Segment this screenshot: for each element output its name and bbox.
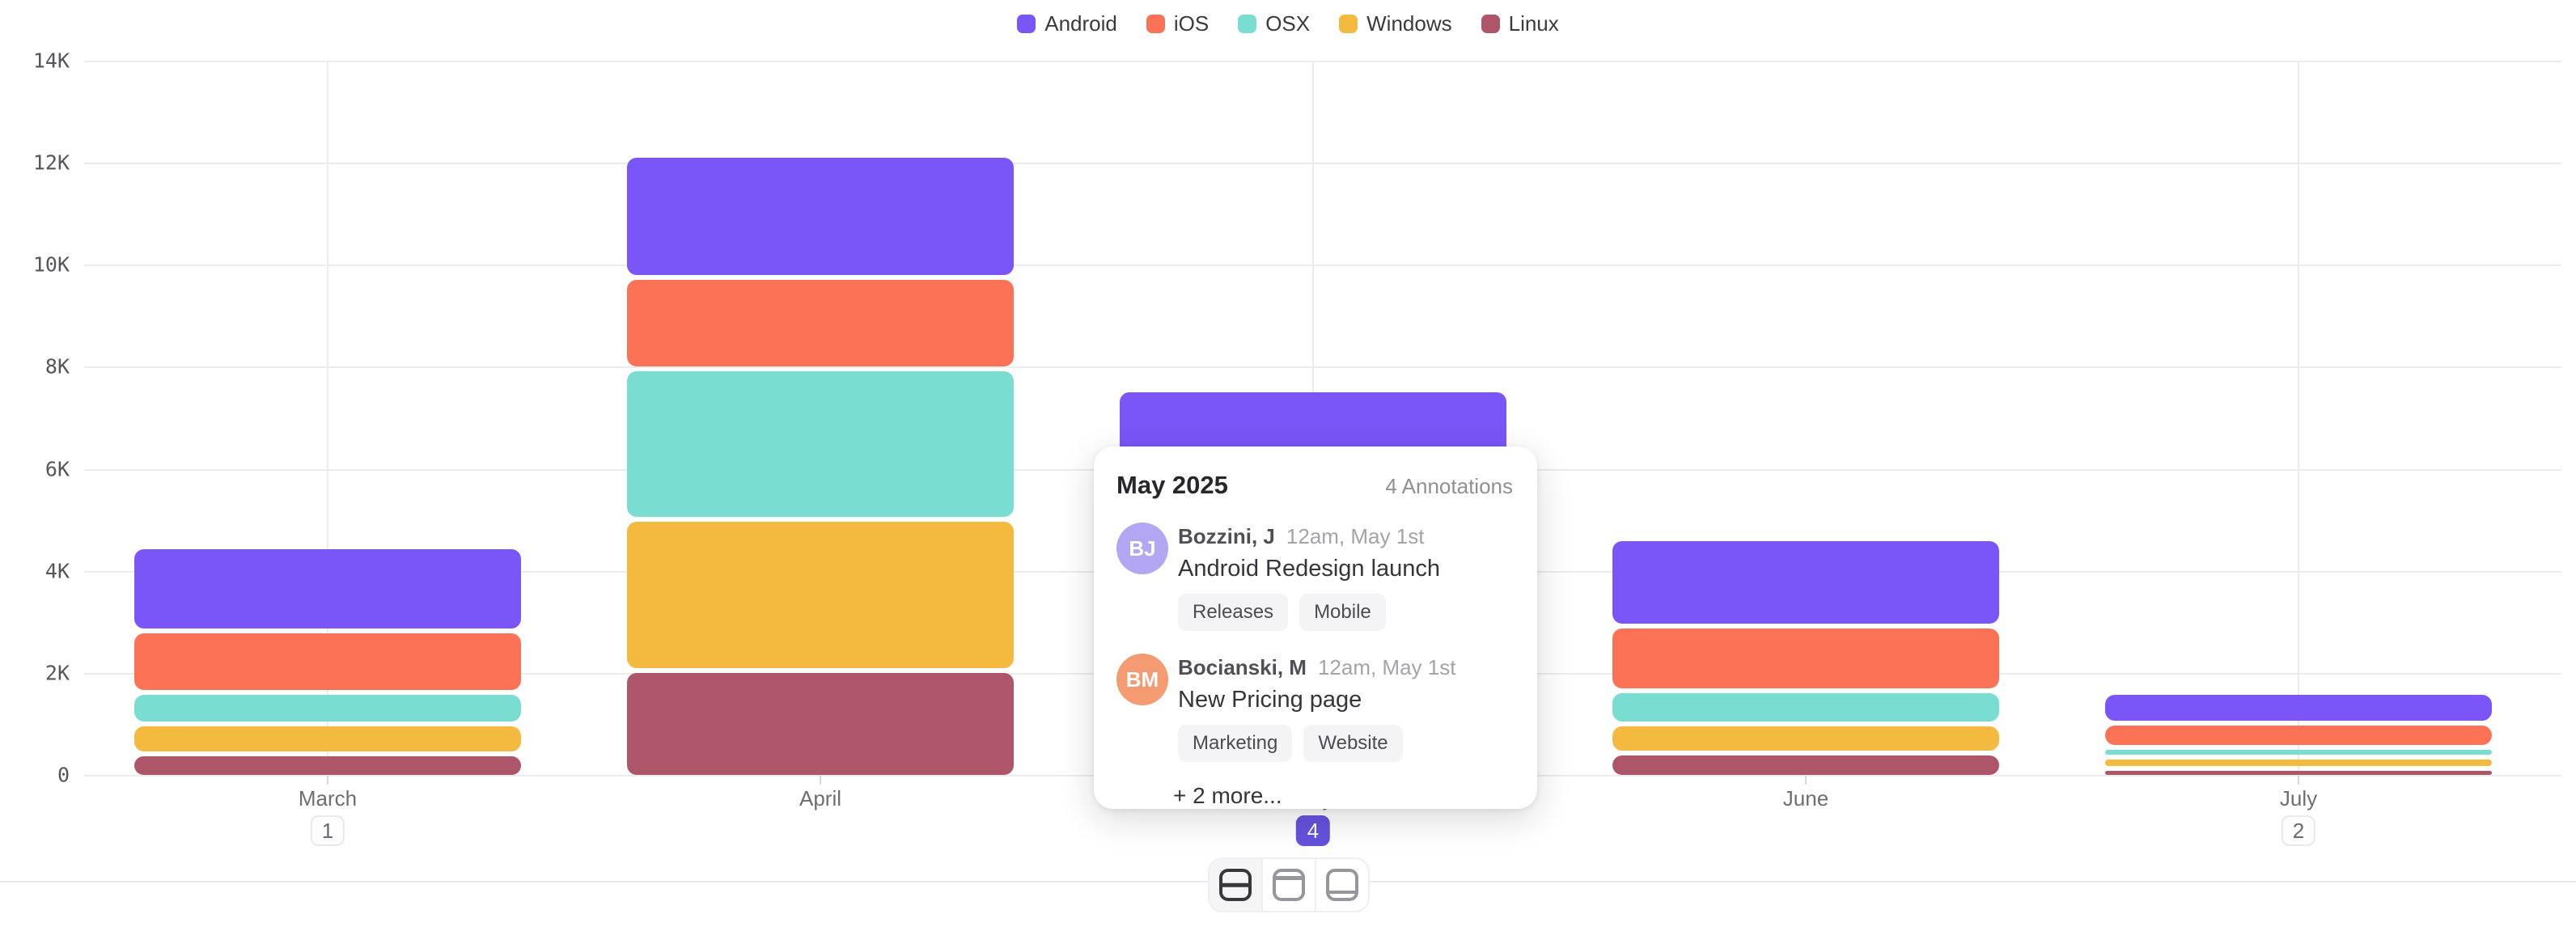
bar-segment-android-april[interactable] bbox=[627, 157, 1014, 275]
annotation-text: Android Redesign launch bbox=[1178, 556, 1441, 582]
tooltip-title: May 2025 bbox=[1116, 471, 1228, 499]
annotation-body: Bocianski, M 12am, May 1st New Pricing pag… bbox=[1178, 654, 1513, 762]
annotation-list: BJ Bozzini, J 12am, May 1st Android Redesig… bbox=[1116, 523, 1513, 762]
month-label-april: April bbox=[799, 786, 841, 810]
split-middle-icon bbox=[1219, 869, 1252, 901]
legend-item-osx[interactable]: OSX bbox=[1238, 11, 1310, 36]
annotations-tooltip: May 2025 4 Annotations BJ Bozzini, J 12am,… bbox=[1094, 446, 1537, 809]
gridline-vertical bbox=[327, 61, 328, 775]
header-top-icon bbox=[1273, 869, 1305, 901]
bar-segment-windows-july[interactable] bbox=[2105, 759, 2492, 766]
bar-segment-windows-june[interactable] bbox=[1612, 726, 1999, 751]
x-axis-tick bbox=[820, 776, 821, 785]
annotation-item: BM Bocianski, M 12am, May 1st New Pricing p… bbox=[1116, 654, 1513, 762]
month-label-march: March bbox=[298, 786, 358, 810]
y-axis-tick-label: 12K bbox=[32, 150, 70, 175]
annotation-meta: Bozzini, J 12am, May 1st bbox=[1178, 524, 1513, 549]
y-axis-tick-label: 0 bbox=[57, 763, 70, 787]
tooltip-header: May 2025 4 Annotations bbox=[1116, 471, 1513, 500]
tag-mobile: Mobile bbox=[1299, 594, 1386, 631]
annotation-author: Bozzini, J bbox=[1178, 524, 1275, 548]
bar-segment-ios-april[interactable] bbox=[627, 279, 1014, 367]
x-axis-tick bbox=[327, 776, 328, 785]
bar-segment-linux-april[interactable] bbox=[627, 672, 1014, 775]
legend-swatch-icon bbox=[1238, 15, 1257, 33]
tooltip-annotation-count: 4 Annotations bbox=[1385, 474, 1513, 498]
annotation-count-badge-may[interactable]: 4 bbox=[1295, 815, 1331, 846]
legend-swatch-icon bbox=[1339, 15, 1358, 33]
annotation-tags: Releases Mobile bbox=[1178, 594, 1513, 631]
legend: Android iOS OSX Windows Linux bbox=[0, 11, 2576, 36]
bar-segment-ios-march[interactable] bbox=[134, 633, 521, 690]
legend-item-ios[interactable]: iOS bbox=[1146, 11, 1209, 36]
view-switcher-footer-bottom-button[interactable] bbox=[1315, 859, 1368, 911]
bar-segment-linux-march[interactable] bbox=[134, 755, 521, 775]
tag-marketing: Marketing bbox=[1178, 725, 1293, 762]
bar-segment-android-june[interactable] bbox=[1612, 541, 1999, 624]
gridline-horizontal bbox=[84, 366, 2561, 369]
bar-segment-android-july[interactable] bbox=[2105, 695, 2492, 722]
legend-swatch-icon bbox=[1481, 15, 1500, 33]
bar-segment-linux-june[interactable] bbox=[1612, 755, 1999, 775]
annotation-tags: Marketing Website bbox=[1178, 725, 1513, 762]
bar-segment-windows-april[interactable] bbox=[627, 522, 1014, 668]
annotation-text: New Pricing page bbox=[1178, 687, 1362, 713]
avatar: BJ bbox=[1116, 523, 1168, 574]
annotation-author: Bocianski, M bbox=[1178, 655, 1307, 679]
legend-label: Windows bbox=[1366, 11, 1452, 36]
legend-label: iOS bbox=[1173, 11, 1210, 36]
bar-segment-osx-july[interactable] bbox=[2105, 749, 2492, 755]
bar-segment-osx-june[interactable] bbox=[1612, 693, 1999, 722]
gridline-horizontal bbox=[84, 61, 2561, 63]
show-more-annotations-link[interactable]: + 2 more... bbox=[1173, 783, 1282, 808]
view-switcher-split-middle-button[interactable] bbox=[1210, 859, 1261, 911]
legend-swatch-icon bbox=[1146, 15, 1165, 33]
y-axis-tick-label: 14K bbox=[32, 49, 70, 73]
bar-segment-ios-july[interactable] bbox=[2105, 726, 2492, 745]
footer-bottom-icon bbox=[1326, 869, 1358, 901]
y-axis-tick-label: 6K bbox=[44, 457, 70, 481]
legend-label: OSX bbox=[1265, 11, 1311, 36]
bar-segment-android-march[interactable] bbox=[134, 548, 521, 628]
tag-releases: Releases bbox=[1178, 594, 1289, 631]
legend-item-windows[interactable]: Windows bbox=[1339, 11, 1452, 36]
x-axis-tick bbox=[2298, 776, 2299, 785]
annotation-timestamp: 12am, May 1st bbox=[1317, 655, 1456, 679]
annotation-count-badge-july[interactable]: 2 bbox=[2281, 815, 2316, 846]
bar-segment-windows-march[interactable] bbox=[134, 726, 521, 751]
bar-segment-ios-june[interactable] bbox=[1612, 628, 1999, 689]
y-axis-tick-label: 10K bbox=[32, 252, 70, 277]
bar-segment-linux-july[interactable] bbox=[2105, 770, 2492, 775]
gridline-horizontal bbox=[84, 265, 2561, 267]
legend-swatch-icon bbox=[1017, 15, 1036, 33]
annotation-count-badge-march[interactable]: 1 bbox=[310, 815, 345, 846]
bar-segment-osx-april[interactable] bbox=[627, 371, 1014, 518]
legend-label: Linux bbox=[1508, 11, 1559, 36]
annotation-item: BJ Bozzini, J 12am, May 1st Android Redesig… bbox=[1116, 523, 1513, 631]
month-label-june: June bbox=[1782, 786, 1829, 810]
legend-item-linux[interactable]: Linux bbox=[1481, 11, 1559, 36]
gridline-horizontal bbox=[84, 163, 2561, 165]
annotation-meta: Bocianski, M 12am, May 1st bbox=[1178, 655, 1513, 680]
view-switcher bbox=[1208, 857, 1370, 912]
x-axis-tick bbox=[1805, 776, 1807, 785]
y-axis-tick-label: 4K bbox=[44, 559, 70, 583]
gridline-vertical bbox=[2298, 61, 2299, 775]
legend-item-android[interactable]: Android bbox=[1017, 11, 1117, 36]
y-axis-tick-label: 8K bbox=[44, 354, 70, 379]
tag-website: Website bbox=[1303, 725, 1403, 762]
y-axis-tick-label: 2K bbox=[44, 661, 70, 685]
month-label-july: July bbox=[2279, 786, 2318, 810]
legend-label: Android bbox=[1044, 11, 1117, 36]
view-switcher-header-top-button[interactable] bbox=[1261, 859, 1315, 911]
annotation-timestamp: 12am, May 1st bbox=[1286, 524, 1425, 548]
avatar: BM bbox=[1116, 654, 1168, 705]
bar-segment-osx-march[interactable] bbox=[134, 694, 521, 722]
annotation-body: Bozzini, J 12am, May 1st Android Redesign … bbox=[1178, 523, 1513, 631]
